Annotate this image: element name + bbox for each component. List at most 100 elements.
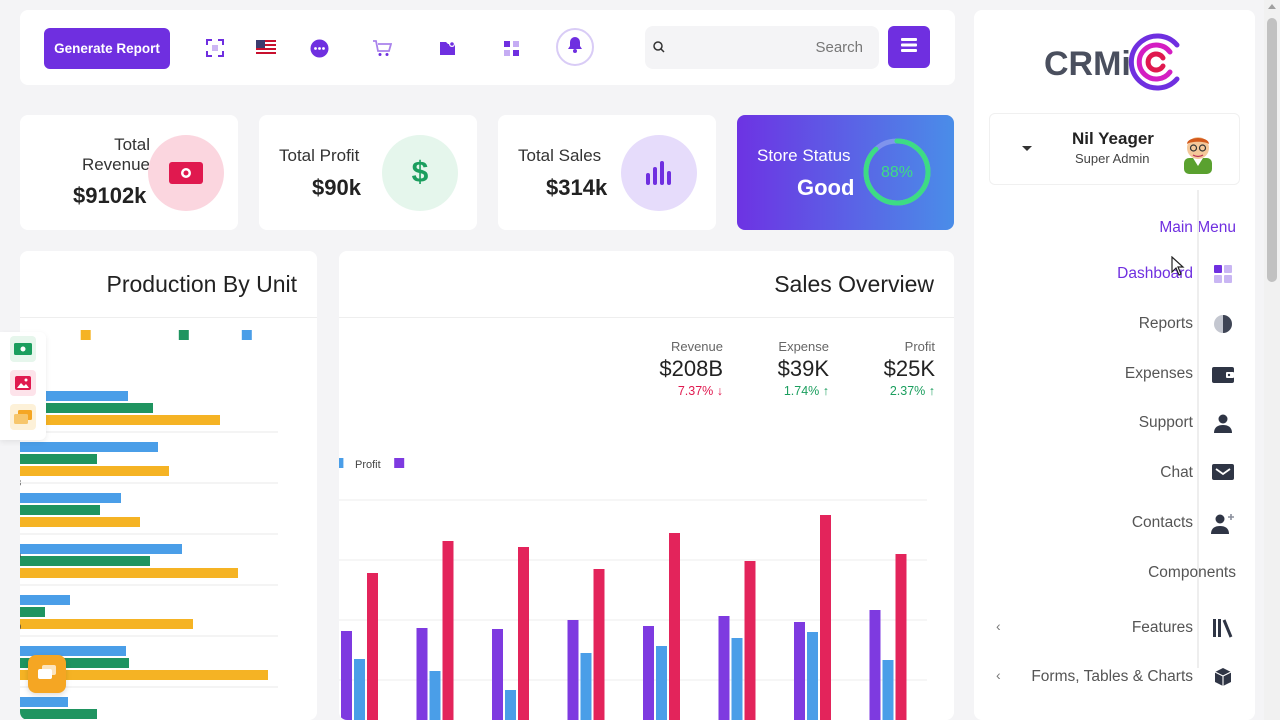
series-1-bar xyxy=(20,697,68,707)
money-icon[interactable] xyxy=(10,336,36,362)
chevron-left-icon[interactable]: ‹ xyxy=(996,618,1001,634)
sidebar-item-label: Reports xyxy=(1138,315,1193,332)
fullscreen-icon[interactable] xyxy=(204,37,226,59)
menu-button[interactable] xyxy=(888,26,930,68)
series-1-bar xyxy=(20,493,121,503)
us-flag-icon[interactable] xyxy=(255,37,277,59)
library-icon xyxy=(1211,616,1235,640)
expense-stat: Expense $39K 1.74% ↑ xyxy=(778,339,829,398)
store-status-card: Store Status Good 88% xyxy=(737,115,954,230)
pie-chart-icon xyxy=(1211,312,1235,336)
cube-icon xyxy=(1211,665,1235,689)
revenue-stat: Revenue $208B 7.37% ↓ xyxy=(659,339,723,398)
scrollbar-thumb[interactable] xyxy=(1267,18,1277,282)
status-progress-ring xyxy=(863,138,931,206)
expense-bar xyxy=(882,660,894,720)
sidebar-item-label: Forms, Tables & Charts xyxy=(1031,668,1193,685)
folders-icon[interactable] xyxy=(10,404,36,430)
card-title: Total Sales xyxy=(518,146,602,165)
y-tick-label: 2019 xyxy=(20,551,21,562)
sidebar-item-label: Chat xyxy=(1160,464,1193,481)
legend-swatch xyxy=(178,330,189,340)
series-3-bar xyxy=(20,517,140,527)
sidebar-item-forms-tables-charts[interactable]: Forms, Tables & Charts xyxy=(1031,665,1235,689)
page-scrollbar[interactable] xyxy=(1264,0,1280,720)
avatar xyxy=(1175,128,1221,179)
stat-value: $25K xyxy=(883,356,935,381)
legend-swatch xyxy=(339,458,344,468)
caret-down-icon[interactable] xyxy=(1022,146,1032,151)
cart-icon[interactable] xyxy=(371,37,393,59)
chat-bubble-icon[interactable] xyxy=(308,37,330,59)
sidebar-item-label: Contacts xyxy=(1131,514,1193,531)
chat-fab-button[interactable] xyxy=(28,655,66,693)
message-icon xyxy=(1211,461,1235,485)
series-3-bar xyxy=(20,415,220,425)
stat-change-value: 1.74% xyxy=(783,384,820,398)
expense-bar xyxy=(580,653,592,720)
stat-change: 1.74% ↑ xyxy=(778,384,829,398)
profit-bar xyxy=(643,626,654,720)
stat-value: $208B xyxy=(659,356,723,381)
card-value: $90k xyxy=(312,175,361,200)
profit-bar xyxy=(718,616,730,720)
sidebar-item-contacts[interactable]: Contacts xyxy=(1132,511,1235,535)
generate-report-button[interactable]: Generate Report xyxy=(44,28,170,69)
cash-icon xyxy=(148,135,224,211)
card-value: $9102k xyxy=(73,183,147,208)
brand-logo[interactable]: CRMi xyxy=(1044,33,1189,92)
series-2-bar xyxy=(20,556,150,566)
revenue-bar xyxy=(442,541,454,720)
series-2-bar xyxy=(20,505,100,515)
user-icon xyxy=(1211,411,1235,435)
series-3-bar xyxy=(20,670,268,680)
sidebar-item-reports[interactable]: Reports xyxy=(1139,312,1235,336)
chevron-left-icon[interactable]: ‹ xyxy=(996,667,1001,683)
search-box xyxy=(645,26,879,69)
revenue-bar xyxy=(895,554,907,720)
scroll-up-icon[interactable] xyxy=(1268,4,1276,9)
card-title: Total Revenue xyxy=(81,135,150,174)
series-1-bar xyxy=(20,391,128,401)
profit-bar xyxy=(416,628,428,720)
series-1-bar xyxy=(20,646,126,656)
series-1-bar xyxy=(20,595,70,605)
top-toolbar: Generate Report xyxy=(20,10,955,85)
profit-bar xyxy=(794,622,805,720)
expense-bar xyxy=(807,632,818,720)
expense-bar xyxy=(656,646,667,720)
sidebar-item-expenses[interactable]: Expenses xyxy=(1125,362,1235,386)
expense-bar xyxy=(429,671,441,720)
stat-change-value: 2.37% xyxy=(889,384,926,398)
user-profile[interactable]: Nil Yeager Super Admin xyxy=(989,113,1240,185)
bell-icon xyxy=(567,36,583,58)
production-title: Production By Unit xyxy=(106,271,297,297)
sidebar-item-label: Features xyxy=(1131,619,1193,636)
grid-icon[interactable] xyxy=(500,37,522,59)
search-input[interactable] xyxy=(673,26,871,69)
series-2-bar xyxy=(20,607,45,617)
production-chart: eries-3series-2series-1201820192020 xyxy=(20,330,278,719)
notifications-button[interactable] xyxy=(556,28,594,66)
y-tick-label: 2020 xyxy=(20,622,21,633)
revenue-bar xyxy=(367,573,378,720)
stat-change: 2.37% ↑ xyxy=(884,384,935,398)
expense-bar xyxy=(505,690,516,720)
stat-change: 7.37% ↓ xyxy=(659,384,723,398)
legend-swatch xyxy=(394,458,405,468)
nav-divider xyxy=(1197,190,1199,668)
sales-chart: seProfit xyxy=(339,458,927,720)
total-revenue-card: Total Revenue $9102k xyxy=(20,115,238,230)
image-icon[interactable] xyxy=(10,370,36,396)
folder-icon[interactable] xyxy=(436,37,458,59)
user-role: Super Admin xyxy=(1075,151,1150,166)
store-status-value: Good xyxy=(797,175,855,200)
series-2-bar xyxy=(20,403,153,413)
sidebar: CRMi Nil Yeager Super Admin Main Menu Da… xyxy=(974,10,1255,720)
sidebar-item-components[interactable]: Components xyxy=(1148,561,1236,585)
sidebar-item-features[interactable]: Features xyxy=(1132,616,1235,640)
sidebar-item-support[interactable]: Support xyxy=(1139,411,1235,435)
y-tick-label: 2018 xyxy=(20,478,21,489)
sales-title: Sales Overview xyxy=(774,271,934,297)
sidebar-item-chat[interactable]: Chat xyxy=(1160,461,1235,485)
